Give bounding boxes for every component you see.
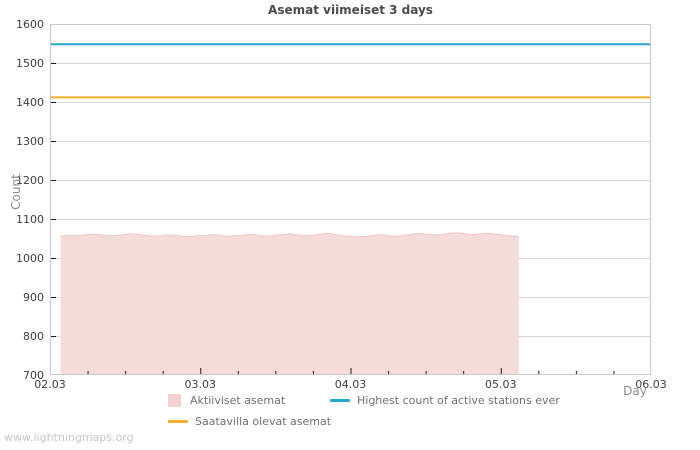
y-tick-label: 700 xyxy=(23,369,44,382)
x-axis-title: Day xyxy=(623,384,647,398)
x-tick-label: 05.03 xyxy=(485,378,517,391)
area-series-active-stations xyxy=(60,233,519,375)
legend-label-highest-count: Highest count of active stations ever xyxy=(357,394,560,407)
legend-item-available-stations: Saatavilla olevat asemat xyxy=(168,415,331,428)
y-tick-label: 800 xyxy=(23,330,44,343)
legend-swatch-available-stations xyxy=(168,420,188,423)
legend-item-highest-count: Highest count of active stations ever xyxy=(330,394,560,407)
y-tick-label: 1100 xyxy=(16,213,44,226)
legend-swatch-active-stations xyxy=(168,394,181,407)
legend-label-active-stations: Aktiiviset asemat xyxy=(190,394,286,407)
y-tick-label: 1000 xyxy=(16,252,44,265)
legend-label-available-stations: Saatavilla olevat asemat xyxy=(195,415,332,428)
y-tick-label: 1500 xyxy=(16,57,44,70)
x-tick-label: 06.03 xyxy=(635,378,667,391)
x-tick-label: 02.03 xyxy=(34,378,66,391)
y-axis-title: Count xyxy=(9,174,23,210)
watermark: www.lightningmaps.org xyxy=(4,431,134,444)
x-tick-label: 03.03 xyxy=(184,378,217,391)
y-tick-label: 1400 xyxy=(16,96,44,109)
legend-swatch-highest-count xyxy=(330,399,350,402)
chart-svg xyxy=(50,24,651,375)
y-tick-label: 1600 xyxy=(16,18,44,31)
plot-border xyxy=(50,24,651,375)
legend-item-active-stations: Aktiiviset asemat xyxy=(168,394,285,407)
area-series-edge xyxy=(60,232,519,238)
y-tick-label: 1300 xyxy=(16,135,44,148)
chart-title: Asemat viimeiset 3 days xyxy=(268,3,433,17)
x-tick-label: 04.03 xyxy=(334,378,367,391)
y-tick-label: 1200 xyxy=(16,174,44,187)
y-tick-label: 900 xyxy=(23,291,44,304)
